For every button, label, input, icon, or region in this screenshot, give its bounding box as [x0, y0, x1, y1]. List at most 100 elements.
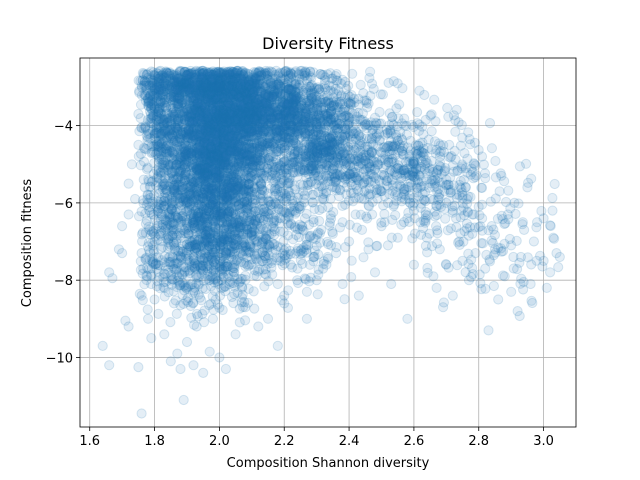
data-point	[208, 131, 219, 142]
data-point	[216, 121, 227, 132]
data-point	[230, 87, 241, 98]
data-point	[183, 129, 194, 140]
data-point	[186, 123, 197, 134]
data-point	[219, 110, 230, 121]
data-point	[225, 159, 236, 170]
data-point	[215, 127, 226, 138]
data-point	[157, 69, 168, 81]
data-point	[256, 179, 267, 190]
data-point	[215, 176, 226, 187]
data-point	[174, 83, 185, 94]
data-point	[165, 119, 177, 130]
data-point	[210, 187, 221, 198]
data-point	[218, 194, 229, 205]
data-point	[199, 166, 210, 177]
data-point	[260, 98, 272, 109]
data-point	[187, 141, 198, 152]
data-point	[219, 147, 230, 158]
data-point	[233, 146, 244, 157]
data-point	[278, 78, 289, 89]
data-point	[232, 144, 243, 155]
data-point	[260, 143, 271, 154]
data-point	[235, 162, 246, 173]
data-point	[200, 170, 211, 181]
data-point	[157, 117, 168, 129]
data-point	[239, 97, 251, 108]
data-point	[184, 193, 196, 204]
data-point	[249, 67, 260, 78]
data-point	[164, 130, 175, 141]
data-point	[267, 92, 278, 103]
data-point	[239, 141, 250, 152]
data-point	[211, 108, 222, 119]
data-point	[200, 104, 211, 116]
data-point	[207, 82, 218, 93]
data-point	[215, 156, 226, 167]
data-point	[190, 131, 202, 142]
data-point	[186, 105, 197, 116]
data-point	[180, 123, 191, 134]
data-point	[198, 173, 209, 184]
data-point	[181, 140, 192, 152]
data-point	[141, 164, 152, 175]
data-point	[222, 160, 234, 171]
data-point	[201, 66, 212, 78]
data-point	[169, 183, 180, 194]
data-point	[249, 125, 260, 136]
data-point	[199, 86, 210, 97]
data-point	[180, 149, 191, 160]
data-point	[200, 103, 211, 115]
data-point	[216, 190, 228, 202]
data-point	[236, 146, 247, 157]
data-point	[142, 114, 154, 126]
data-point	[176, 86, 187, 97]
data-point	[200, 152, 212, 163]
data-point	[211, 111, 222, 122]
data-point	[219, 153, 230, 165]
data-point	[208, 148, 219, 160]
data-point	[225, 168, 236, 179]
data-point	[249, 138, 260, 149]
data-point	[227, 101, 238, 112]
data-point	[225, 92, 236, 103]
data-point	[180, 149, 191, 160]
data-point	[262, 163, 273, 175]
data-point	[247, 152, 258, 163]
data-point	[190, 165, 201, 176]
data-point	[205, 184, 216, 195]
data-point	[243, 114, 254, 125]
data-point	[190, 161, 202, 172]
data-point	[197, 163, 208, 174]
data-point	[173, 98, 184, 109]
data-point	[202, 129, 213, 140]
data-point	[180, 174, 191, 185]
data-point	[249, 118, 261, 129]
data-point	[204, 155, 215, 167]
data-point	[236, 123, 247, 135]
data-point	[222, 171, 233, 182]
data-point	[212, 123, 223, 134]
data-point	[140, 90, 151, 101]
data-point	[241, 131, 252, 142]
data-point	[191, 156, 202, 167]
data-point	[151, 121, 162, 132]
data-point	[219, 157, 230, 168]
data-point	[231, 149, 242, 160]
data-point	[183, 156, 194, 167]
data-point	[169, 135, 181, 146]
data-point	[212, 139, 223, 150]
data-point	[190, 84, 201, 95]
data-point	[179, 143, 190, 154]
data-point	[219, 79, 230, 90]
data-point	[217, 212, 228, 223]
data-point	[168, 171, 179, 182]
data-point	[176, 114, 187, 125]
data-point	[191, 147, 202, 159]
data-point	[194, 102, 205, 114]
data-point	[224, 77, 235, 88]
data-point	[234, 121, 245, 132]
data-point	[186, 148, 197, 159]
data-point	[237, 149, 249, 160]
data-point	[209, 126, 220, 137]
